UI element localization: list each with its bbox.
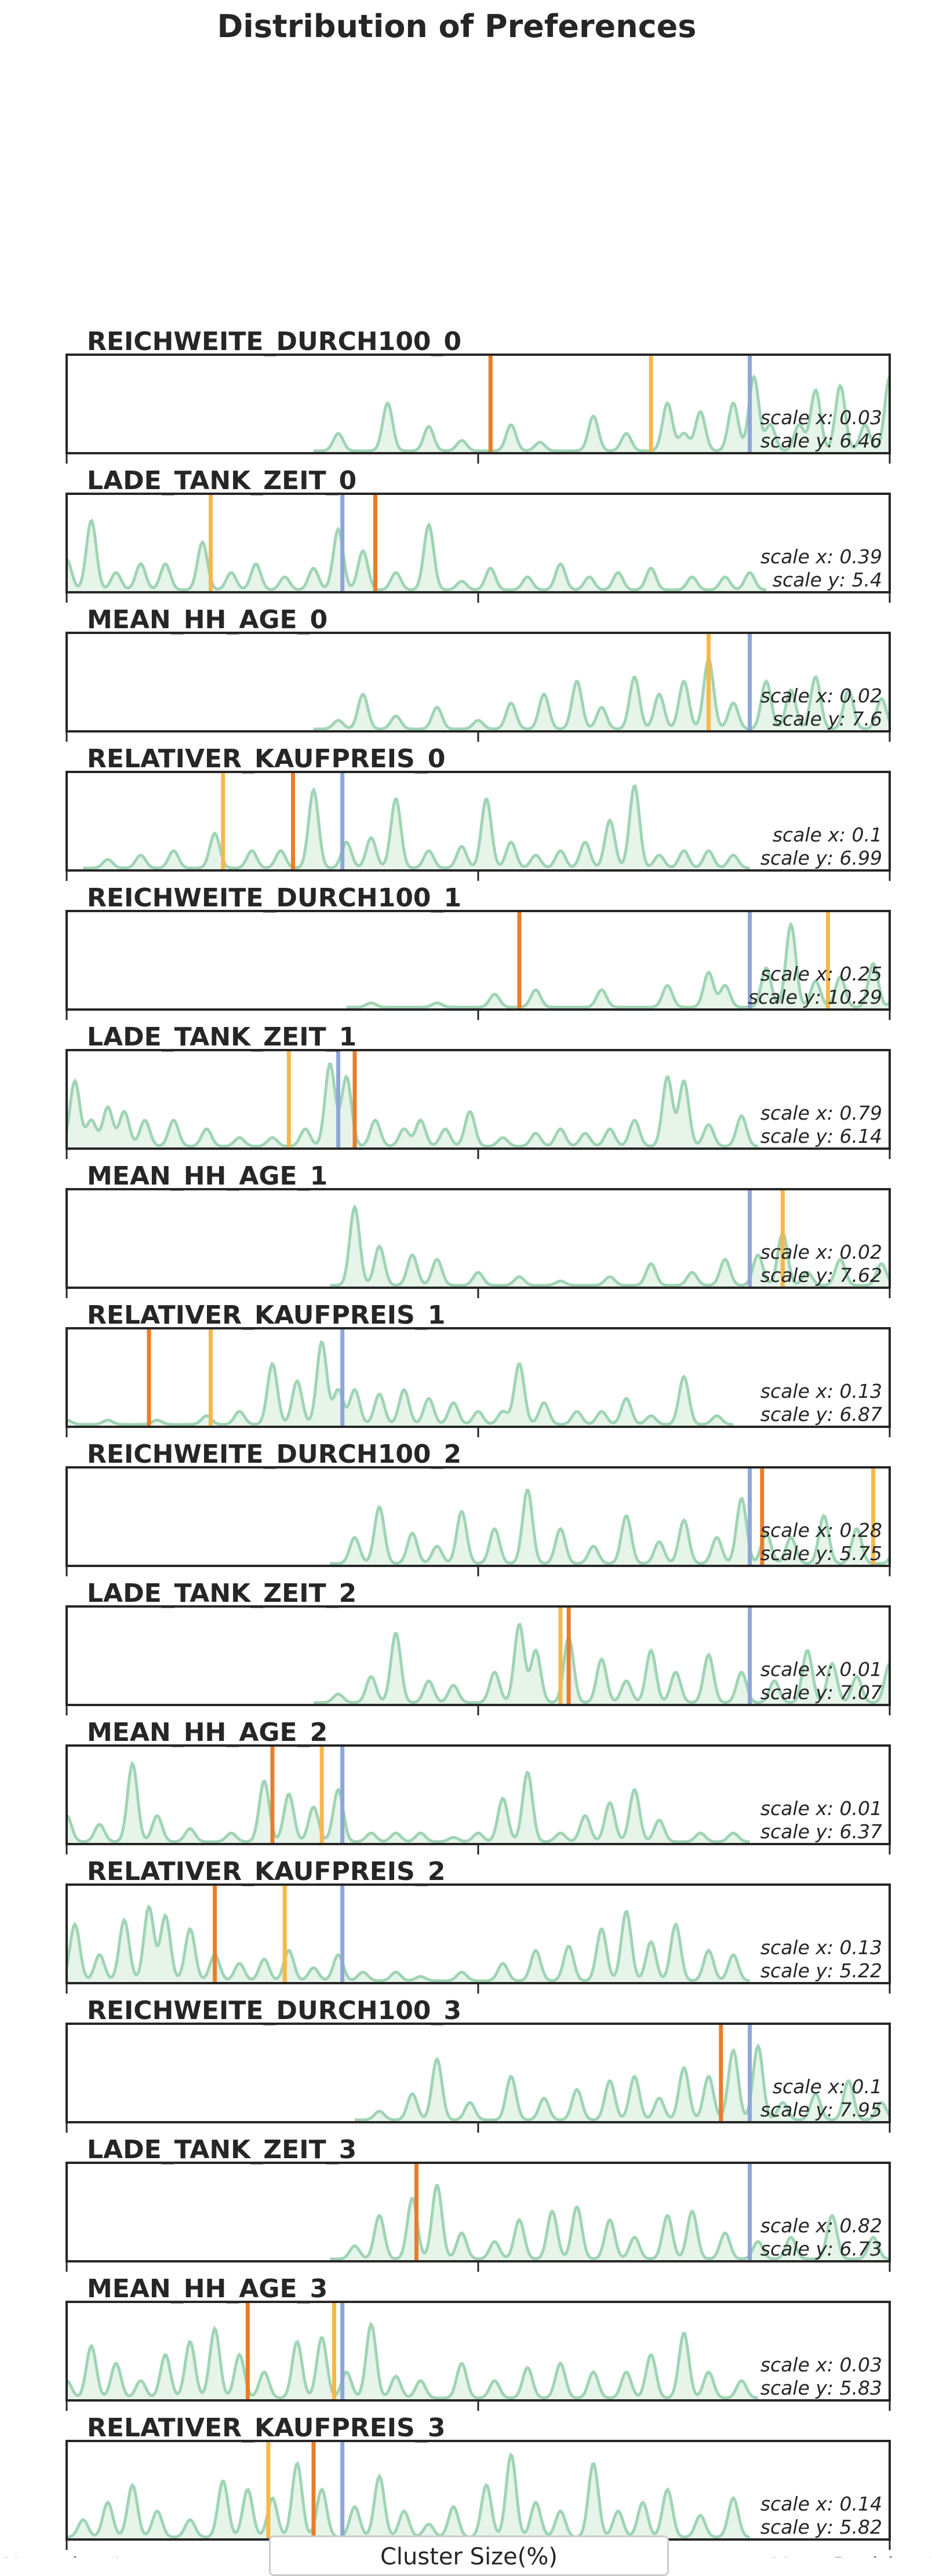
density-area bbox=[346, 924, 890, 1010]
scale-y-label: scale y: 6.73 bbox=[760, 2238, 882, 2260]
scale-y-label: scale y: 6.87 bbox=[760, 1403, 882, 1426]
scale-x-label: scale x: 0.02 bbox=[760, 1241, 882, 1263]
scale-y-label: scale y: 5.75 bbox=[760, 1542, 882, 1565]
density-area bbox=[67, 2455, 750, 2539]
scale-x-label: scale x: 0.03 bbox=[760, 2353, 882, 2376]
panel-title: RELATIVER_KAUFPREIS_2 bbox=[87, 1857, 445, 1886]
density-area bbox=[330, 1207, 890, 1288]
panel-frame bbox=[65, 493, 891, 593]
legend-title: Cluster Size(%) bbox=[380, 2544, 558, 2570]
density-line bbox=[314, 1622, 890, 1704]
scale-x-label: scale x: 0.02 bbox=[760, 684, 882, 707]
scale-x-label: scale x: 0.79 bbox=[760, 1102, 882, 1124]
density-line bbox=[330, 2184, 890, 2261]
scale-y-label: scale y: 5.82 bbox=[760, 2516, 882, 2538]
legend: Cluster Size(%) bbox=[269, 2535, 669, 2576]
scale-x-label: scale x: 0.13 bbox=[760, 1936, 882, 1959]
panel-title: MEAN_HH_AGE_3 bbox=[87, 2274, 327, 2304]
chart-title: Distribution of Preferences bbox=[217, 8, 697, 45]
density-line bbox=[330, 1204, 890, 1287]
density-area bbox=[67, 1907, 750, 1983]
scale-x-label: scale x: 0.14 bbox=[760, 2493, 882, 2515]
density-line bbox=[314, 657, 890, 731]
scale-y-label: scale y: 5.83 bbox=[760, 2377, 882, 2399]
scale-x-label: scale x: 0.39 bbox=[760, 545, 882, 568]
density-line bbox=[67, 2322, 759, 2400]
scale-x-label: scale x: 0.28 bbox=[760, 1519, 882, 1542]
density-area bbox=[67, 1342, 734, 1427]
scale-y-label: scale y: 6.46 bbox=[760, 429, 882, 452]
panel-title: LADE_TANK_ZEIT_3 bbox=[87, 2135, 356, 2165]
scale-y-label: scale y: 7.07 bbox=[760, 1681, 882, 1704]
scale-x-label: scale x: 0.01 bbox=[760, 1797, 882, 1820]
density-line bbox=[67, 518, 767, 592]
density-line bbox=[346, 921, 890, 1009]
scale-x-label: scale x: 0.82 bbox=[760, 2214, 882, 2237]
panel-title: RELATIVER_KAUFPREIS_1 bbox=[87, 1300, 445, 1330]
scale-y-label: scale y: 7.62 bbox=[760, 1264, 882, 1287]
scale-y-label: scale y: 7.95 bbox=[760, 2098, 882, 2121]
density-line bbox=[314, 374, 890, 453]
panel-title: LADE_TANK_ZEIT_1 bbox=[87, 1022, 356, 1052]
density-line bbox=[83, 784, 750, 870]
panel-title: LADE_TANK_ZEIT_2 bbox=[87, 1579, 356, 1608]
scale-y-label: scale y: 5.22 bbox=[760, 1959, 882, 1982]
scale-y-label: scale y: 6.14 bbox=[760, 1125, 882, 1147]
density-area bbox=[83, 786, 750, 870]
panel-title: REICHWEITE_DURCH100_1 bbox=[87, 883, 461, 913]
panel-title: MEAN_HH_AGE_0 bbox=[87, 605, 327, 635]
density-line bbox=[67, 1904, 750, 1983]
scale-y-label: scale y: 6.37 bbox=[760, 1820, 882, 1843]
scale-y-label: scale y: 5.4 bbox=[773, 569, 882, 591]
panel-title: LADE_TANK_ZEIT_0 bbox=[87, 466, 356, 495]
scale-x-label: scale x: 0.03 bbox=[760, 406, 882, 429]
panel-title: REICHWEITE_DURCH100_0 bbox=[87, 327, 461, 356]
density-area bbox=[355, 2046, 890, 2122]
scale-y-label: scale y: 7.6 bbox=[773, 708, 882, 730]
scale-x-label: scale x: 0.1 bbox=[773, 824, 882, 846]
panel-title: RELATIVER_KAUFPREIS_3 bbox=[87, 2413, 445, 2443]
density-line bbox=[67, 2452, 750, 2539]
panel-title: MEAN_HH_AGE_2 bbox=[87, 1718, 327, 1747]
density-line bbox=[67, 1062, 759, 1148]
scale-y-label: scale y: 10.29 bbox=[748, 986, 882, 1008]
density-line bbox=[67, 1760, 750, 1843]
density-line bbox=[355, 2043, 890, 2122]
panel-title: MEAN_HH_AGE_1 bbox=[87, 1161, 327, 1191]
density-line bbox=[67, 1340, 734, 1426]
density-line bbox=[330, 1488, 890, 1565]
panel-title: REICHWEITE_DURCH100_2 bbox=[87, 1440, 461, 1469]
x-tick-label: Max. Positive Impact bbox=[770, 2553, 932, 2557]
density-area bbox=[330, 2185, 890, 2261]
panel-title: RELATIVER_KAUFPREIS_0 bbox=[87, 744, 445, 774]
density-area bbox=[67, 1764, 750, 1844]
panel-title: REICHWEITE_DURCH100_3 bbox=[87, 1996, 461, 2025]
scale-x-label: scale x: 0.25 bbox=[760, 963, 882, 985]
scale-x-label: scale x: 0.01 bbox=[760, 1658, 882, 1681]
scale-y-label: scale y: 6.99 bbox=[760, 847, 882, 869]
density-area bbox=[67, 2324, 758, 2400]
scale-x-label: scale x: 0.1 bbox=[773, 2075, 882, 2098]
x-tick-label: Max. Negative Impact bbox=[0, 2553, 194, 2557]
scale-x-label: scale x: 0.13 bbox=[760, 1380, 882, 1402]
